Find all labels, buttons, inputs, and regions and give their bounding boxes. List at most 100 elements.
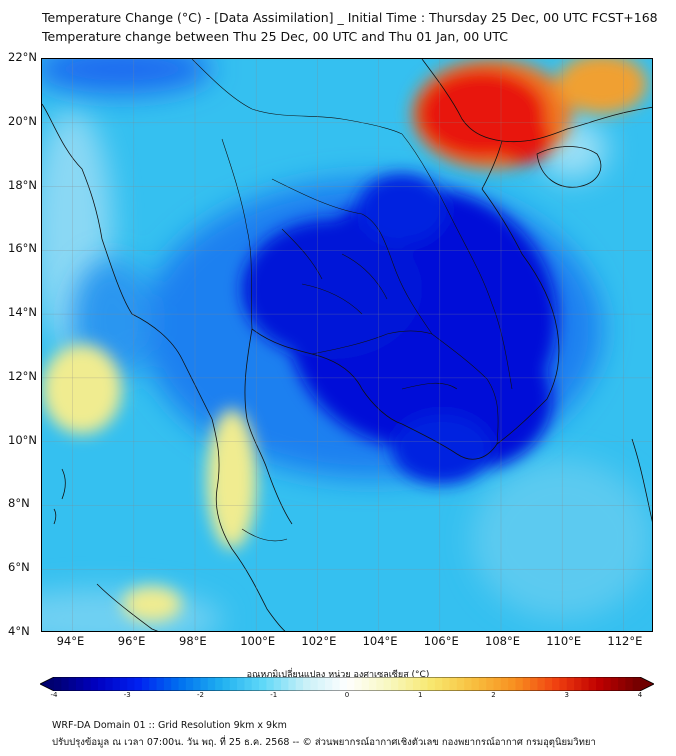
lon-tick-label: 108°E — [485, 634, 520, 648]
colorbar-cell — [544, 677, 553, 691]
colorbar-cell — [105, 677, 114, 691]
border-china-north — [191, 59, 403, 135]
colorbar-cell — [273, 677, 282, 691]
colorbar-cell — [171, 677, 180, 691]
colorbar-cell — [163, 677, 172, 691]
lat-tick-label: 8°N — [8, 496, 30, 511]
colorbar-cell — [398, 677, 407, 691]
lat-tick-label: 10°N — [8, 432, 37, 447]
colorbar-cell — [522, 677, 531, 691]
colorbar-cell — [603, 677, 612, 691]
lat-tick-label: 14°N — [8, 305, 37, 320]
coastline-gulf-of-thailand-west — [244, 328, 293, 525]
border-malaysia-thailand — [241, 528, 288, 542]
border-laos-vietnam — [401, 133, 513, 390]
colorbar-cell — [405, 677, 414, 691]
lon-tick-label: 110°E — [546, 634, 582, 648]
colorbar-cell — [141, 677, 150, 691]
colorbar-cell — [310, 677, 319, 691]
colorbar-cell — [383, 677, 392, 691]
lon-tick-label: 104°E — [362, 634, 398, 648]
colorbar-cell — [200, 677, 209, 691]
colorbar-cell — [266, 677, 275, 691]
colorbar-cell — [127, 677, 136, 691]
border-thai-province-3 — [341, 253, 388, 300]
border-cambodia-province — [401, 382, 458, 390]
colorbar-cell — [588, 677, 597, 691]
colorbar-cell — [625, 677, 634, 691]
colorbar-cell — [434, 677, 443, 691]
colorbar-cell — [530, 677, 538, 691]
coastline-gulf-of-tonkin — [481, 140, 503, 190]
colorbar-tick-label: 3 — [564, 691, 569, 699]
colorbar-cell — [178, 677, 187, 691]
colorbar-cell — [295, 677, 304, 691]
mild-warming-andaman — [42, 344, 257, 622]
lon-tick-label: 94°E — [56, 634, 85, 648]
colorbar-tick-label: 0 — [344, 691, 350, 699]
border-cambodia-vietnam — [431, 333, 499, 445]
colorbar-cell — [618, 677, 626, 691]
border-thailand-cambodia — [311, 330, 433, 355]
colorbar-cell — [112, 677, 121, 691]
colorbar-cell — [134, 677, 143, 691]
lat-tick-label: 6°N — [8, 560, 30, 575]
colorbar-cell — [54, 677, 62, 691]
colorbar-cell — [325, 677, 333, 691]
colorbar-cell — [508, 677, 516, 691]
coastline-hainan — [536, 146, 602, 188]
colorbar-cell — [185, 677, 194, 691]
coastline-myanmar-west — [42, 103, 213, 420]
colorbar-cell — [156, 677, 165, 691]
coastline-south-china — [421, 59, 652, 143]
lon-tick-label: 100°E — [240, 634, 276, 648]
colorbar-tick-label: -3 — [123, 691, 131, 699]
colorbar-cell — [566, 677, 575, 691]
colorbar-cell — [215, 677, 223, 691]
island-nicobar — [53, 508, 57, 525]
chart-title: Temperature Change (°C) - [Data Assimila… — [42, 10, 658, 25]
lat-tick-label: 22°N — [8, 50, 37, 64]
lon-tick-label: 96°E — [117, 634, 146, 648]
border-thailand-laos — [271, 178, 433, 335]
colorbar-cell — [259, 677, 267, 691]
lat-tick-label: 12°N — [8, 368, 37, 383]
colorbar-cell — [361, 677, 370, 691]
colorbar-cell — [486, 677, 494, 691]
colorbar-cell — [149, 677, 158, 691]
strong-warming-south-china — [412, 59, 647, 169]
colorbar-tick-label: 2 — [491, 691, 496, 699]
colorbar-cell — [390, 677, 399, 691]
colorbar-cell — [222, 677, 231, 691]
colorbar-cell — [471, 677, 480, 691]
colorbar-tick-label: 1 — [418, 691, 423, 699]
colorbar-cell — [574, 677, 582, 691]
colorbar-cell — [537, 677, 546, 691]
colorbar-cell — [376, 677, 385, 691]
colorbar-cell — [251, 677, 260, 691]
temperature-change-map — [42, 59, 652, 631]
colorbar-cell — [412, 677, 421, 691]
colorbar-cell — [354, 677, 363, 691]
colorbar-cell — [500, 677, 509, 691]
colorbar-cell — [552, 677, 560, 691]
colorbar-cell — [515, 677, 524, 691]
colorbar-cell — [442, 677, 451, 691]
colorbar-cell — [347, 677, 355, 691]
colorbar-cell — [193, 677, 201, 691]
update-credit: ปรับปรุงข้อมูล ณ เวลา 07:00น. วัน พฤ. ที… — [52, 737, 596, 748]
colorbar-cell — [303, 677, 311, 691]
colorbar-cell — [427, 677, 436, 691]
colorbar-cell — [83, 677, 92, 691]
lon-tick-label: 102°E — [301, 634, 337, 648]
colorbar-tick-label: -2 — [197, 691, 204, 699]
colorbar-cell — [97, 677, 106, 691]
colorbar-cell — [317, 677, 326, 691]
colorbar-cell — [478, 677, 487, 691]
colorbar-max-extend — [640, 677, 654, 691]
colorbar-cell — [610, 677, 619, 691]
colorbar-cell — [119, 677, 128, 691]
border-thai-province-1 — [281, 228, 323, 280]
colorbar-cell — [339, 677, 348, 691]
colorbar-cell — [449, 677, 458, 691]
